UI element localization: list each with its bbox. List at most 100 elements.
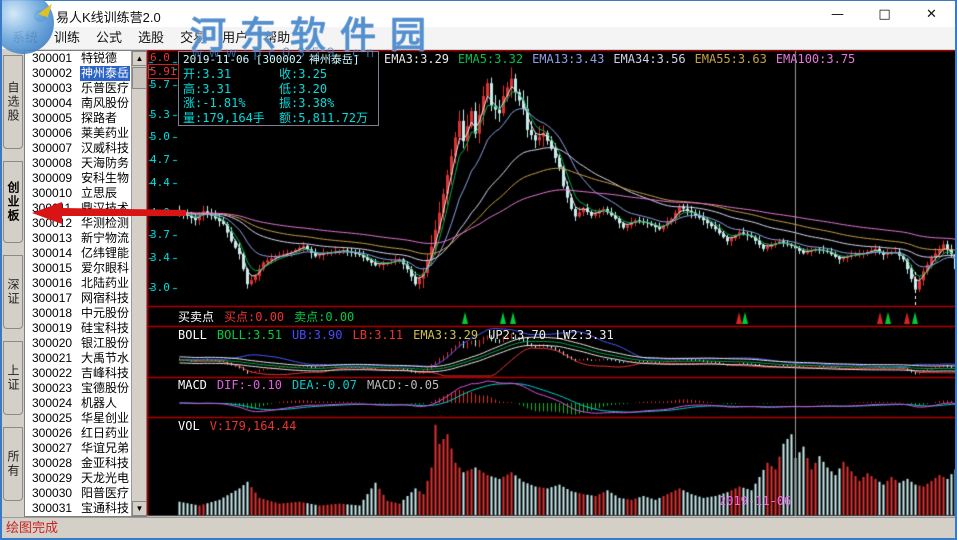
stock-row-300024[interactable]: 300024 机器人 — [25, 396, 146, 411]
stock-name: 大禹节水 — [81, 351, 130, 365]
stock-row-300013[interactable]: 300013 新宁物流 — [25, 231, 146, 246]
stock-code: 300005 — [32, 111, 73, 125]
stock-name: 乐普医疗 — [81, 81, 130, 95]
status-bar: 绘图完成 — [2, 517, 955, 538]
stock-name: 南风股份 — [81, 96, 130, 110]
stock-row-300007[interactable]: 300007 汉威科技 — [25, 141, 146, 156]
stock-name: 宝通科技 — [81, 501, 130, 515]
stock-row-300026[interactable]: 300026 红日药业 — [25, 426, 146, 441]
stock-row-300023[interactable]: 300023 宝德股份 — [25, 381, 146, 396]
menu-item-选股[interactable]: 选股 — [138, 30, 165, 45]
stock-list-scrollbar[interactable]: ▲ ▼ — [131, 51, 146, 516]
scroll-down-button[interactable]: ▼ — [132, 501, 146, 516]
stock-name: 华星创业 — [81, 411, 130, 425]
stock-row-300008[interactable]: 300008 天海防务 — [25, 156, 146, 171]
stock-code: 300030 — [32, 486, 73, 500]
stock-row-300014[interactable]: 300014 亿纬锂能 — [25, 246, 146, 261]
stock-list: 300001 特锐德 300002 神州泰岳 300003 乐普医疗 300004 南风股份 3… — [24, 50, 147, 517]
stock-code: 300011 — [32, 201, 72, 215]
stock-rows: 300001 特锐德 300002 神州泰岳 300003 乐普医疗 300004 南风股份 3… — [25, 51, 146, 516]
stock-name: 亿纬锂能 — [81, 246, 130, 260]
board-tab-strip: 自选股创业板深证上证所有 — [2, 50, 24, 517]
close-button[interactable]: ✕ — [908, 1, 955, 28]
stock-code: 300019 — [32, 321, 73, 335]
stock-code: 300014 — [32, 246, 73, 260]
stock-row-300005[interactable]: 300005 探路者 — [25, 111, 146, 126]
board-tab-创业板[interactable]: 创业板 — [3, 161, 23, 243]
stock-row-300022[interactable]: 300022 吉峰科技 — [25, 366, 146, 381]
stock-row-300018[interactable]: 300018 中元股份 — [25, 306, 146, 321]
board-tab-上证[interactable]: 上证 — [3, 341, 23, 415]
stock-code: 300022 — [32, 366, 73, 380]
stock-code: 300009 — [32, 171, 73, 185]
scroll-up-button[interactable]: ▲ — [132, 51, 146, 66]
stock-code: 300016 — [32, 276, 73, 290]
stock-row-300010[interactable]: 300010 立思辰 — [25, 186, 146, 201]
minimize-button[interactable]: — — [814, 1, 861, 28]
stock-row-300029[interactable]: 300029 天龙光电 — [25, 471, 146, 486]
board-tab-所有[interactable]: 所有 — [3, 427, 23, 501]
stock-row-300011[interactable]: 300011 鼎汉技术 — [25, 201, 146, 216]
stock-name: 鼎汉技术 — [81, 201, 130, 215]
stock-code: 300027 — [32, 441, 73, 455]
stock-row-300016[interactable]: 300016 北陆药业 — [25, 276, 146, 291]
scrollbar-thumb[interactable] — [132, 67, 146, 89]
stock-name: 汉威科技 — [81, 141, 130, 155]
board-tab-自选股[interactable]: 自选股 — [3, 55, 23, 149]
stock-name: 新宁物流 — [81, 231, 130, 245]
stock-code: 300015 — [32, 261, 73, 275]
stock-row-300006[interactable]: 300006 莱美药业 — [25, 126, 146, 141]
stock-row-300021[interactable]: 300021 大禹节水 — [25, 351, 146, 366]
stock-name: 神州泰岳 — [80, 66, 131, 81]
stock-name: 红日药业 — [81, 426, 130, 440]
stock-row-300003[interactable]: 300003 乐普医疗 — [25, 81, 146, 96]
stock-code: 300024 — [32, 396, 73, 410]
board-tab-深证[interactable]: 深证 — [3, 255, 23, 329]
stock-name: 探路者 — [81, 111, 118, 125]
menu-item-用户[interactable]: 用户 — [222, 30, 249, 45]
stock-code: 300002 — [32, 66, 73, 80]
stock-code: 300023 — [32, 381, 73, 395]
stock-row-300031[interactable]: 300031 宝通科技 — [25, 501, 146, 516]
menu-item-训练[interactable]: 训练 — [54, 30, 81, 45]
stock-name: 北陆药业 — [81, 276, 130, 290]
stock-code: 300020 — [32, 336, 73, 350]
menu-item-交易[interactable]: 交易 — [180, 30, 207, 45]
stock-name: 中元股份 — [81, 306, 130, 320]
stock-code: 300028 — [32, 456, 73, 470]
stock-row-300015[interactable]: 300015 爱尔眼科 — [25, 261, 146, 276]
stock-row-300020[interactable]: 300020 银江股份 — [25, 336, 146, 351]
stock-code: 300031 — [32, 501, 73, 515]
stock-row-300004[interactable]: 300004 南风股份 — [25, 96, 146, 111]
stock-row-300027[interactable]: 300027 华谊兄弟 — [25, 441, 146, 456]
menu-item-公式[interactable]: 公式 — [96, 30, 123, 45]
stock-row-300017[interactable]: 300017 网宿科技 — [25, 291, 146, 306]
stock-code: 300021 — [32, 351, 73, 365]
menu-item-帮助[interactable]: 帮助 — [264, 30, 291, 45]
stock-row-300028[interactable]: 300028 金亚科技 — [25, 456, 146, 471]
status-text: 绘图完成 — [6, 520, 59, 535]
stock-name: 安科生物 — [81, 171, 130, 185]
maximize-button[interactable]: □ — [861, 1, 908, 28]
stock-row-300019[interactable]: 300019 硅宝科技 — [25, 321, 146, 336]
stock-code: 300017 — [32, 291, 73, 305]
stock-row-300012[interactable]: 300012 华测检测 — [25, 216, 146, 231]
stock-code: 300029 — [32, 471, 73, 485]
kline-chart-canvas[interactable] — [147, 50, 955, 517]
title-bar: 易人K线训练营2.0 — □ ✕ — [2, 0, 955, 28]
stock-name: 天海防务 — [81, 156, 130, 170]
stock-row-300001[interactable]: 300001 特锐德 — [25, 51, 146, 66]
chart-region[interactable]: 2019-11-06 [300002 神州泰岳] 开:3.31 收:3.25 高:3… — [147, 50, 955, 517]
stock-code: 300007 — [32, 141, 73, 155]
stock-row-300025[interactable]: 300025 华星创业 — [25, 411, 146, 426]
stock-code: 300006 — [32, 126, 73, 140]
stock-name: 机器人 — [81, 396, 118, 410]
stock-code: 300010 — [32, 186, 73, 200]
stock-name: 宝德股份 — [81, 381, 130, 395]
stock-row-300009[interactable]: 300009 安科生物 — [25, 171, 146, 186]
stock-code: 300001 — [32, 51, 73, 65]
menu-item-系统[interactable]: 系统 — [12, 30, 39, 45]
stock-row-300030[interactable]: 300030 阳普医疗 — [25, 486, 146, 501]
stock-row-300002[interactable]: 300002 神州泰岳 — [25, 66, 146, 81]
